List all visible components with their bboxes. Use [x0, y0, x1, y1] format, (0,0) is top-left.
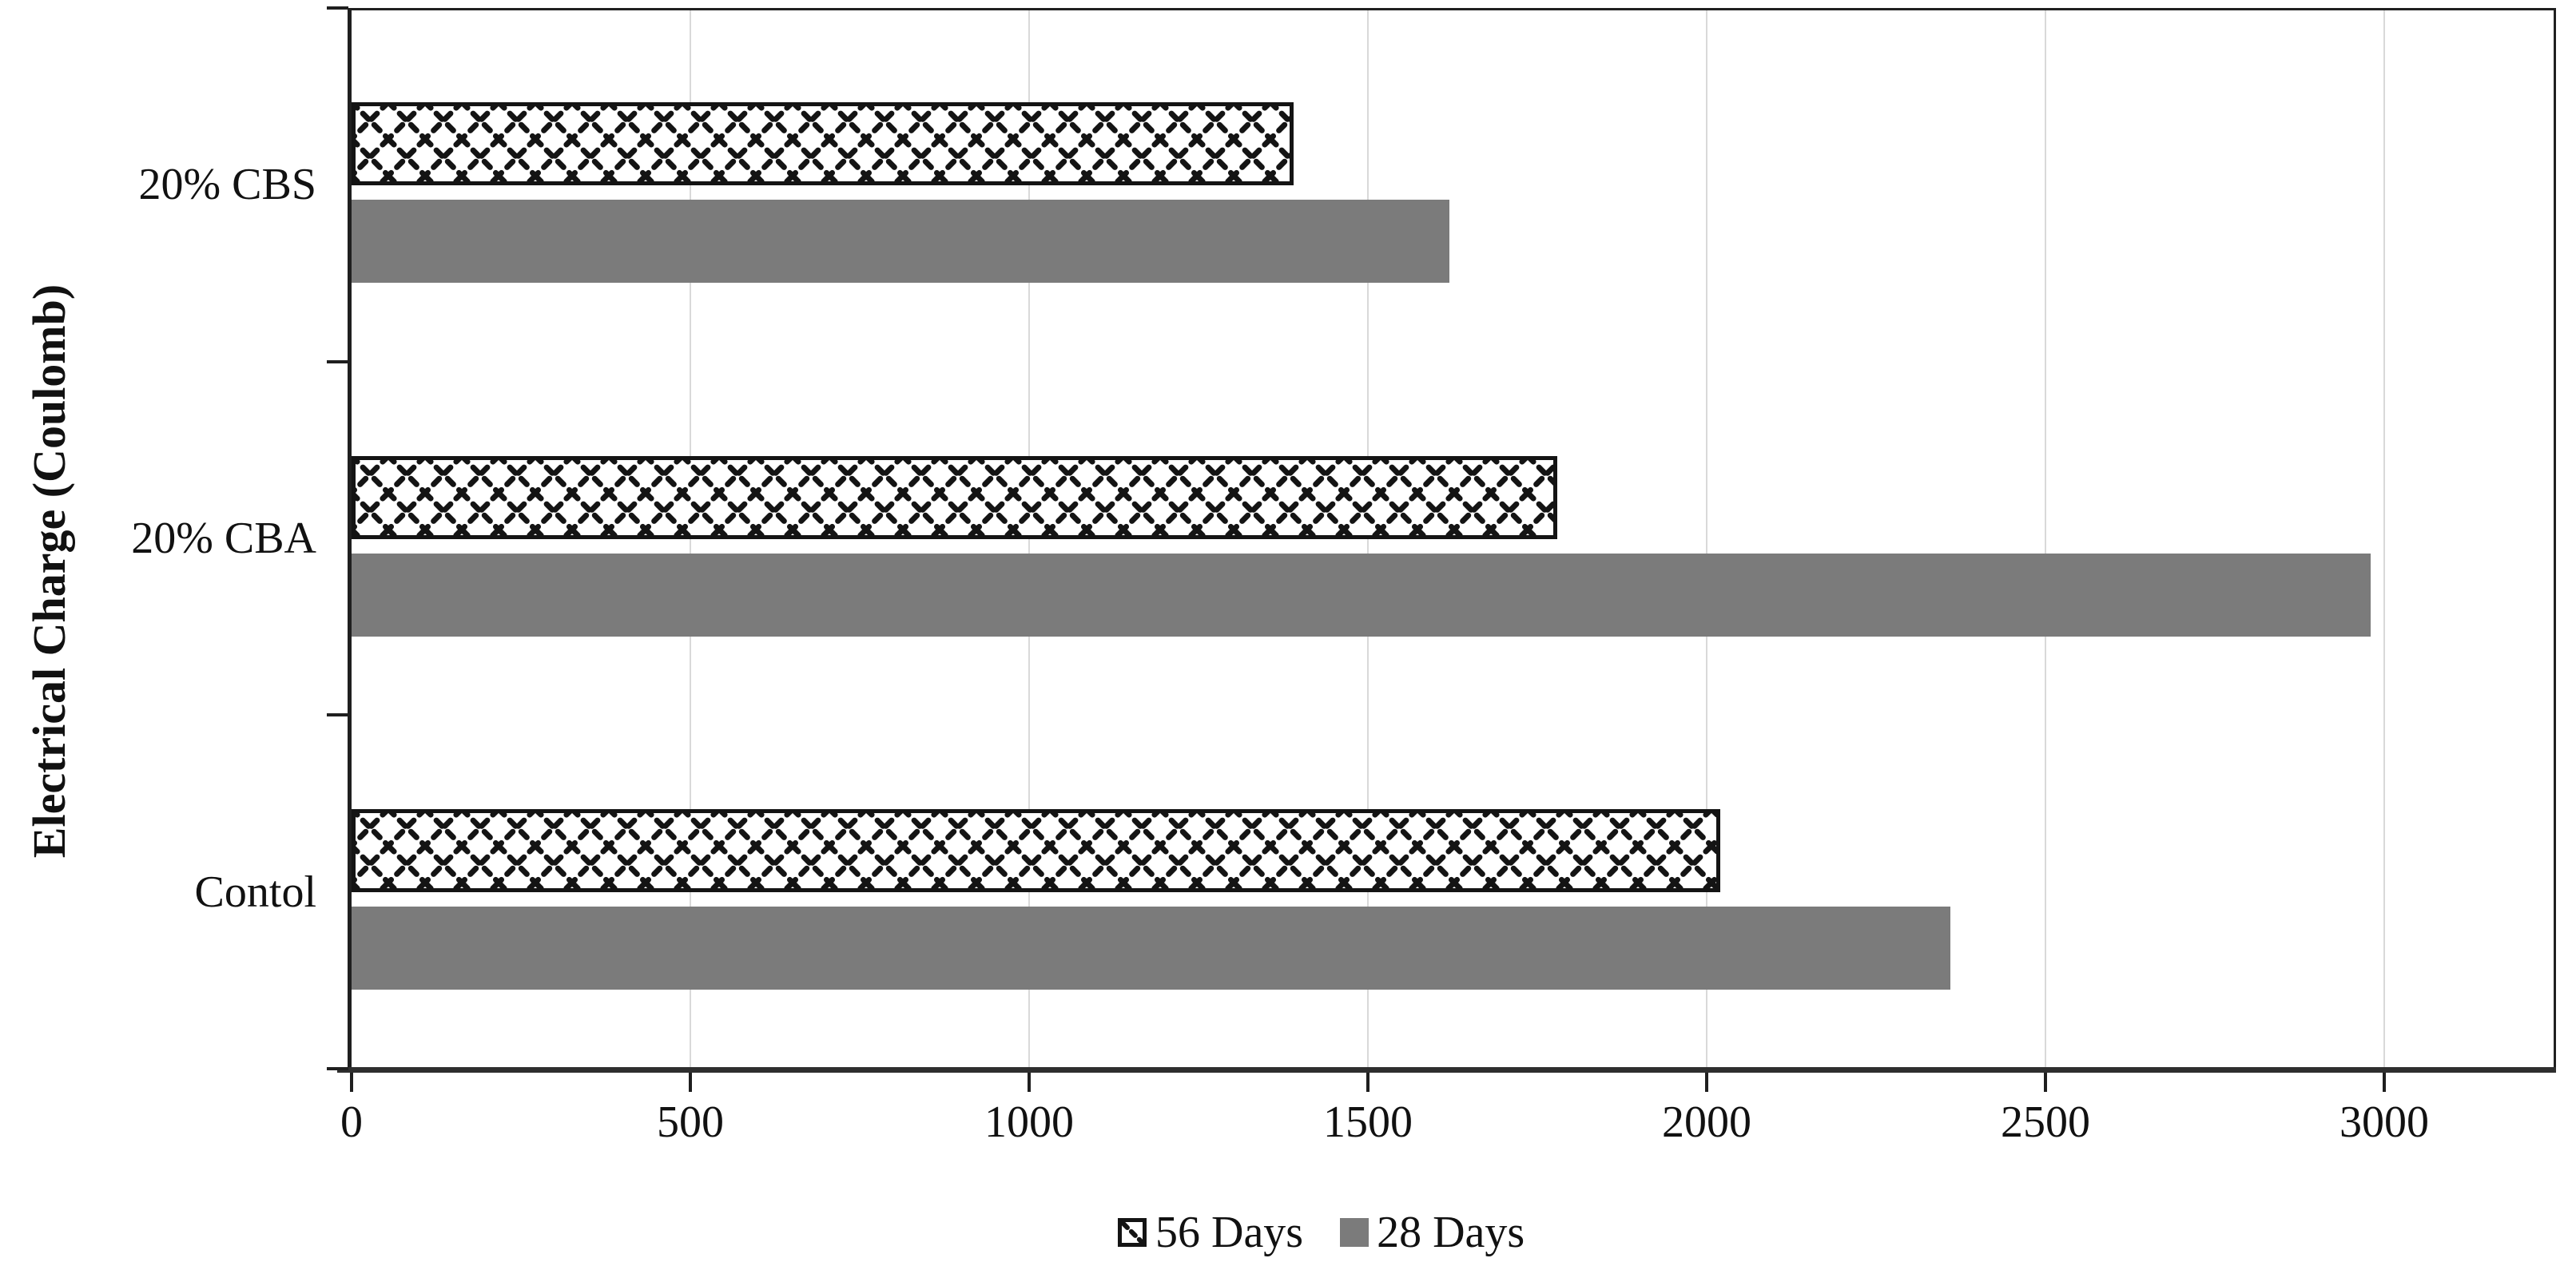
y-axis-title: Electrical Charge (Coulomb) — [23, 284, 75, 859]
bar-56-days-contol — [352, 809, 1720, 892]
legend-label-28-days: 28 Days — [1377, 1208, 1525, 1257]
plot-border-right — [2554, 8, 2556, 1069]
x-axis-tick — [1028, 1073, 1031, 1092]
legend: 56 Days 28 Days — [1117, 1204, 1525, 1260]
plot-border-top — [352, 8, 2556, 10]
y-axis-tick — [327, 713, 348, 716]
x-axis-tick — [2044, 1073, 2047, 1092]
y-axis-tick — [327, 1067, 348, 1070]
gridline-500 — [690, 10, 691, 1069]
x-axis-tick — [2383, 1073, 2386, 1092]
legend-swatch-solid-icon — [1340, 1218, 1369, 1247]
y-axis-tick — [327, 6, 348, 10]
y-axis-tick — [327, 360, 348, 363]
x-tick-label-0: 0 — [340, 1097, 363, 1147]
x-axis-tick — [1705, 1073, 1708, 1092]
category-label-contol: Contol — [194, 867, 316, 917]
bar-56-days-20-cba — [352, 456, 1557, 539]
x-tick-label-3000: 3000 — [2339, 1097, 2429, 1147]
gridline-3000 — [2383, 10, 2385, 1069]
x-axis-tick — [689, 1073, 692, 1092]
x-tick-label-1000: 1000 — [984, 1097, 1074, 1147]
bar-56-days-20-cbs — [352, 102, 1294, 185]
gridline-1500 — [1367, 10, 1369, 1069]
bar-28-days-20-cbs — [352, 200, 1449, 283]
gridline-2000 — [1706, 10, 1707, 1069]
legend-swatch-crosshatch-icon — [1118, 1218, 1147, 1247]
x-tick-label-1500: 1500 — [1323, 1097, 1413, 1147]
category-label-20-cba: 20% CBA — [131, 514, 316, 563]
gridline-1000 — [1028, 10, 1030, 1069]
x-axis-tick — [1366, 1073, 1369, 1092]
legend-item-28-days: 28 Days — [1340, 1204, 1525, 1260]
x-tick-label-2000: 2000 — [1662, 1097, 1751, 1147]
bar-28-days-contol — [352, 907, 1950, 990]
y-axis-line — [348, 8, 352, 1073]
bar-28-days-20-cba — [352, 554, 2371, 637]
category-label-20-cbs: 20% CBS — [138, 160, 317, 209]
x-axis-tick — [350, 1073, 353, 1092]
legend-item-56-days: 56 Days — [1117, 1204, 1303, 1260]
gridline-2500 — [2045, 10, 2046, 1069]
x-axis-line — [337, 1067, 2556, 1073]
x-tick-label-2500: 2500 — [2001, 1097, 2090, 1147]
legend-label-56-days: 56 Days — [1155, 1208, 1304, 1257]
x-tick-label-500: 500 — [657, 1097, 724, 1147]
